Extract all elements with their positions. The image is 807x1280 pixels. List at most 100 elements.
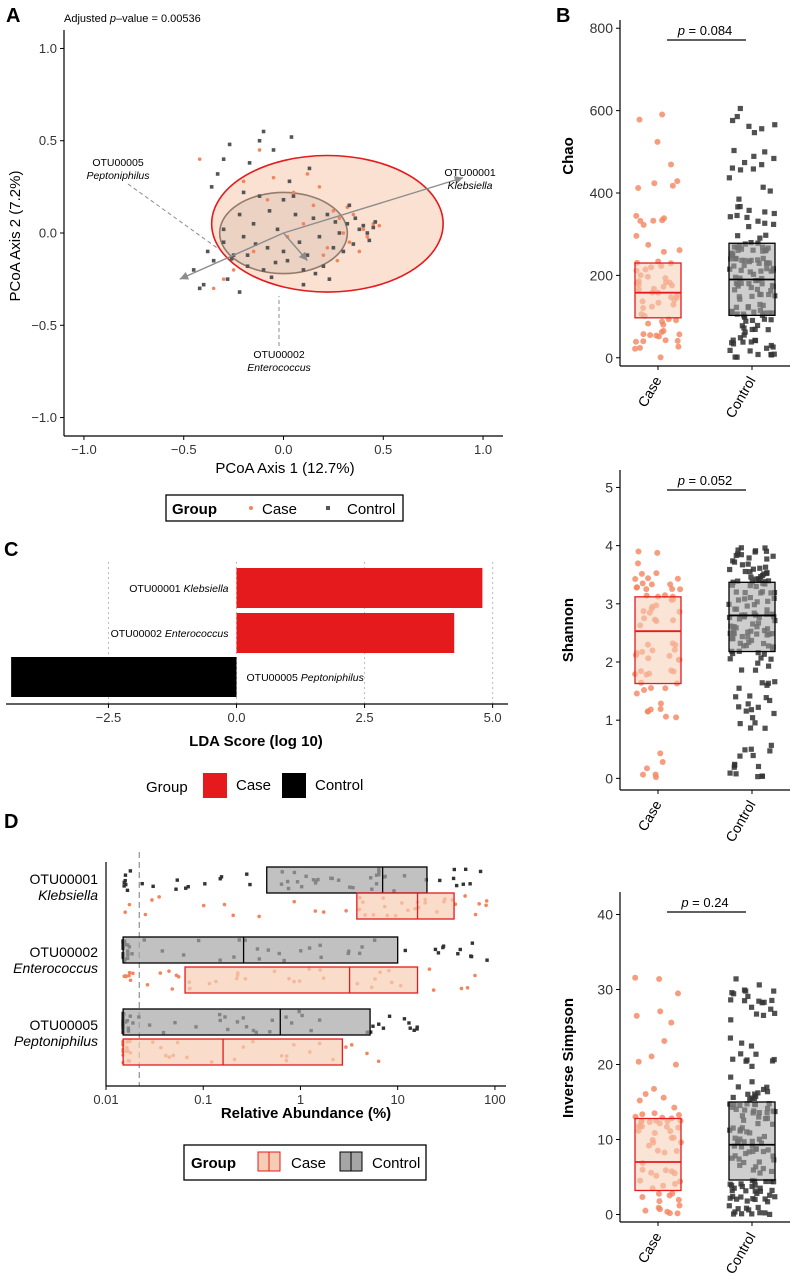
diversity-point-control [737,753,743,759]
pcoa-legend-title: Group [172,501,217,518]
chao-plot: 0 200 400 600 800 Case Control Chao p = 0.084 [560,20,790,421]
diversity-point-control [767,697,773,704]
abundance-point-case [127,902,132,907]
diversity-point-control [738,1181,744,1187]
point-case [305,172,310,176]
point-control [221,240,226,245]
abundance-point-case [463,894,467,898]
point-control [261,129,266,134]
diversity-point-control [737,721,743,727]
diversity-point-control [760,1012,767,1018]
diversity-y-axis-title: Chao [560,137,577,175]
abundance-point-control [219,875,224,879]
point-case [365,234,370,239]
diversity-point-case [637,217,644,224]
abundance-point-case [465,985,470,990]
point-control [209,185,214,189]
diversity-point-control [755,774,761,780]
abundance-point-case [292,899,297,904]
diversity-point-control [772,1010,778,1016]
abundance-row-taxon-otu00002: Enterococcus [13,960,98,976]
diversity-point-control [765,680,771,686]
loading-taxon-otu00005: Peptoniphilus [86,170,150,182]
abundance-point-control [403,948,407,953]
diversity-point-control [734,212,740,219]
diversity-point-case [639,1194,646,1201]
diversity-point-control [728,1074,734,1080]
diversity-point-case [675,1196,682,1203]
point-control [221,157,226,161]
diversity-point-control [768,317,774,323]
diversity-point-control [749,1079,755,1085]
abundance-point-case [123,974,128,978]
abundance-point-control [184,886,188,890]
diversity-point-control [754,322,761,329]
diversity-point-control [750,566,756,572]
diversity-point-control [728,1017,734,1023]
diversity-point-control [735,1084,741,1090]
diversity-point-control [739,1183,745,1190]
diversity-point-control [727,566,733,573]
point-control [275,227,280,232]
diversity-y-tick-label: 4 [605,538,613,554]
diversity-y-tick-label: 0 [605,770,613,786]
diversity-point-control [738,552,744,558]
abundance-point-control [174,887,178,891]
diversity-point-control [749,1211,755,1217]
lda-bar-otu00005 [11,657,237,697]
point-control [347,203,352,208]
diversity-y-axis-title: Inverse Simpson [560,998,577,1118]
loading-taxon-otu00002: Enterococcus [247,362,311,374]
diversity-point-control [767,188,773,194]
point-control [337,231,342,235]
abundance-point-case [201,903,206,908]
diversity-point-case [639,580,646,587]
point-case [361,227,366,232]
diversity-point-control [747,348,753,354]
point-control [371,225,376,230]
diversity-point-case [645,241,652,248]
diversity-x-tick-label-case: Case [634,797,664,833]
diversity-point-control [748,1004,755,1010]
diversity-x-tick-label-control: Control [722,798,758,845]
point-control [361,223,366,228]
diversity-point-control [752,326,758,332]
diversity-y-tick-label: 30 [597,982,613,998]
diversity-point-control [726,1203,732,1209]
abundance-point-control [402,1017,407,1021]
abundance-point-control [438,878,442,883]
diversity-point-control [747,1096,753,1102]
abundance-point-control [436,951,441,955]
diversity-y-tick-label: 2 [605,654,613,670]
point-control [241,190,246,195]
abundance-box-otu00001-control [266,866,428,894]
abundance-box-otu00001-case [356,892,455,920]
diversity-point-case [654,138,661,145]
point-control [287,179,292,184]
abundance-point-control [478,869,483,874]
diversity-point-control [730,650,736,657]
point-control [333,220,338,224]
point-control [357,227,362,232]
diversity-point-control [743,318,749,324]
loading-label-otu00002: OTU00002 [253,349,305,361]
diversity-point-case [640,221,647,228]
abundance-point-control [463,867,468,872]
diversity-point-case [673,317,680,324]
diversity-point-control [772,122,778,128]
diversity-point-case [674,575,681,582]
abundance-point-case [143,912,148,917]
point-control [281,197,286,202]
point-control [317,234,322,239]
diversity-point-control [765,578,772,584]
point-case [291,190,296,195]
diversity-point-control [768,742,774,748]
abundance-point-case [484,903,488,908]
diversity-point-control [762,725,768,731]
diversity-point-control [727,214,733,220]
abundance-legend-title: Group [191,1155,236,1172]
abundance-point-case [131,971,135,976]
point-control [367,238,372,243]
abundance-point-control [128,869,133,873]
pcoa-y-tick-label: 1.0 [39,41,57,56]
